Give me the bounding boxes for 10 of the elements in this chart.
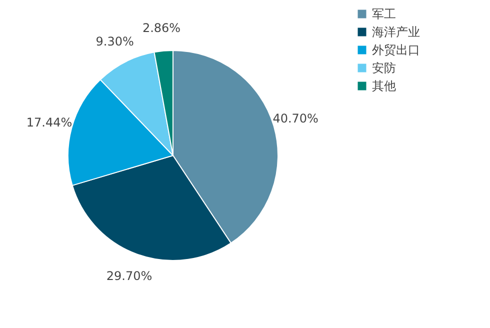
legend-label: 海洋产业 — [372, 25, 420, 39]
legend-label: 安防 — [372, 61, 396, 75]
data-label: 29.70% — [106, 268, 152, 283]
data-label: 2.86% — [142, 21, 181, 36]
data-label: 17.44% — [26, 116, 72, 130]
legend-label: 其他 — [372, 79, 396, 93]
data-label: 40.70% — [272, 112, 318, 126]
legend-label: 军工 — [372, 7, 396, 21]
legend-label: 外贸出口 — [372, 43, 420, 57]
data-label: 9.30% — [96, 34, 134, 48]
